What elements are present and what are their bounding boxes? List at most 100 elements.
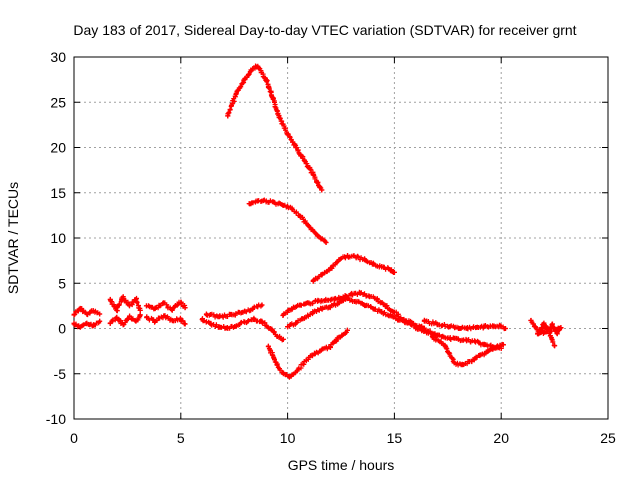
data-point — [144, 303, 150, 309]
x-tick-label: 5 — [177, 430, 185, 446]
data-point — [391, 269, 397, 275]
data-point — [481, 324, 487, 330]
data-point — [490, 323, 496, 329]
data-point — [481, 342, 487, 348]
axis-ticks: 0 5 10 15 20 25 -10 -5 0 5 10 15 20 25 30 — [46, 49, 616, 446]
data-point — [327, 266, 333, 272]
data-point — [438, 334, 444, 340]
data-point — [276, 335, 282, 341]
data-point — [137, 312, 143, 318]
data-point — [169, 306, 175, 312]
data-point — [379, 264, 385, 270]
data-point — [280, 371, 286, 377]
data-point — [310, 172, 316, 178]
data-point — [353, 254, 359, 260]
data-point — [336, 257, 342, 263]
series-arc-early-f — [144, 313, 188, 327]
series-arc-early-e — [143, 299, 188, 313]
data-point — [182, 305, 188, 311]
data-point — [225, 113, 231, 119]
data-point — [257, 66, 263, 72]
data-point — [494, 344, 500, 350]
data-point — [500, 342, 506, 348]
data-point — [361, 257, 367, 263]
data-point — [114, 307, 120, 313]
data-point — [84, 311, 90, 317]
data-point — [391, 309, 397, 315]
data-point — [361, 302, 367, 308]
data-point — [336, 300, 342, 306]
data-point — [152, 306, 158, 312]
data-point — [285, 324, 291, 330]
data-point — [473, 325, 479, 331]
y-tick-label: 15 — [50, 185, 66, 201]
series-arc-high-peak — [225, 63, 325, 193]
data-point — [319, 306, 325, 312]
data-marks — [71, 63, 564, 380]
data-point — [451, 360, 457, 366]
data-point — [285, 131, 291, 137]
data-point — [535, 331, 541, 337]
y-tick-label: -5 — [54, 366, 67, 382]
data-point — [319, 272, 325, 278]
data-point — [370, 261, 376, 267]
data-point — [263, 198, 269, 204]
data-point — [161, 300, 167, 306]
data-point — [297, 302, 303, 308]
data-point — [242, 308, 248, 314]
data-point — [265, 344, 271, 350]
data-point — [541, 320, 547, 326]
data-point — [317, 348, 323, 354]
data-point — [387, 313, 393, 319]
data-point — [387, 267, 393, 273]
data-point — [272, 200, 278, 206]
data-point — [332, 297, 338, 303]
data-point — [90, 308, 96, 314]
data-point — [90, 323, 96, 329]
y-tick-label: 10 — [50, 230, 66, 246]
chart-title: Day 183 of 2017, Sidereal Day-to-day VTE… — [73, 22, 576, 38]
data-point — [127, 303, 133, 309]
data-point — [374, 297, 380, 303]
data-point — [274, 362, 280, 368]
series-arc-afternoon-flat — [421, 317, 508, 332]
data-point — [280, 312, 286, 318]
data-point — [216, 324, 222, 330]
data-point — [532, 324, 538, 330]
series-arc-early-a — [71, 305, 103, 318]
data-point — [306, 300, 312, 306]
data-point — [248, 68, 254, 74]
data-point — [242, 77, 248, 83]
data-point — [203, 311, 209, 317]
data-point — [250, 316, 256, 322]
data-point — [317, 183, 323, 189]
data-point — [477, 353, 483, 359]
data-point — [253, 63, 259, 69]
data-point — [327, 304, 333, 310]
x-tick-label: 25 — [600, 430, 616, 446]
data-point — [127, 314, 133, 320]
series-arc-late-scatter — [528, 317, 564, 349]
data-point — [310, 278, 316, 284]
data-point — [549, 321, 555, 327]
data-point — [280, 336, 286, 342]
series-arc-dip-after-20 — [429, 333, 506, 368]
data-point — [455, 326, 461, 331]
data-point — [84, 320, 90, 326]
data-point — [323, 240, 329, 246]
series-arc-14 — [246, 197, 329, 246]
data-point — [255, 304, 261, 310]
data-point — [502, 326, 508, 331]
data-point — [137, 307, 143, 313]
data-point — [255, 198, 261, 204]
data-point — [383, 303, 389, 309]
data-point — [473, 339, 479, 345]
data-point — [107, 320, 113, 326]
x-tick-label: 0 — [70, 430, 78, 446]
data-point — [306, 354, 312, 360]
data-point — [297, 213, 303, 219]
data-point — [233, 90, 239, 96]
series-arc-early-c — [107, 294, 143, 314]
y-tick-label: 0 — [58, 321, 66, 337]
data-point — [306, 223, 312, 229]
